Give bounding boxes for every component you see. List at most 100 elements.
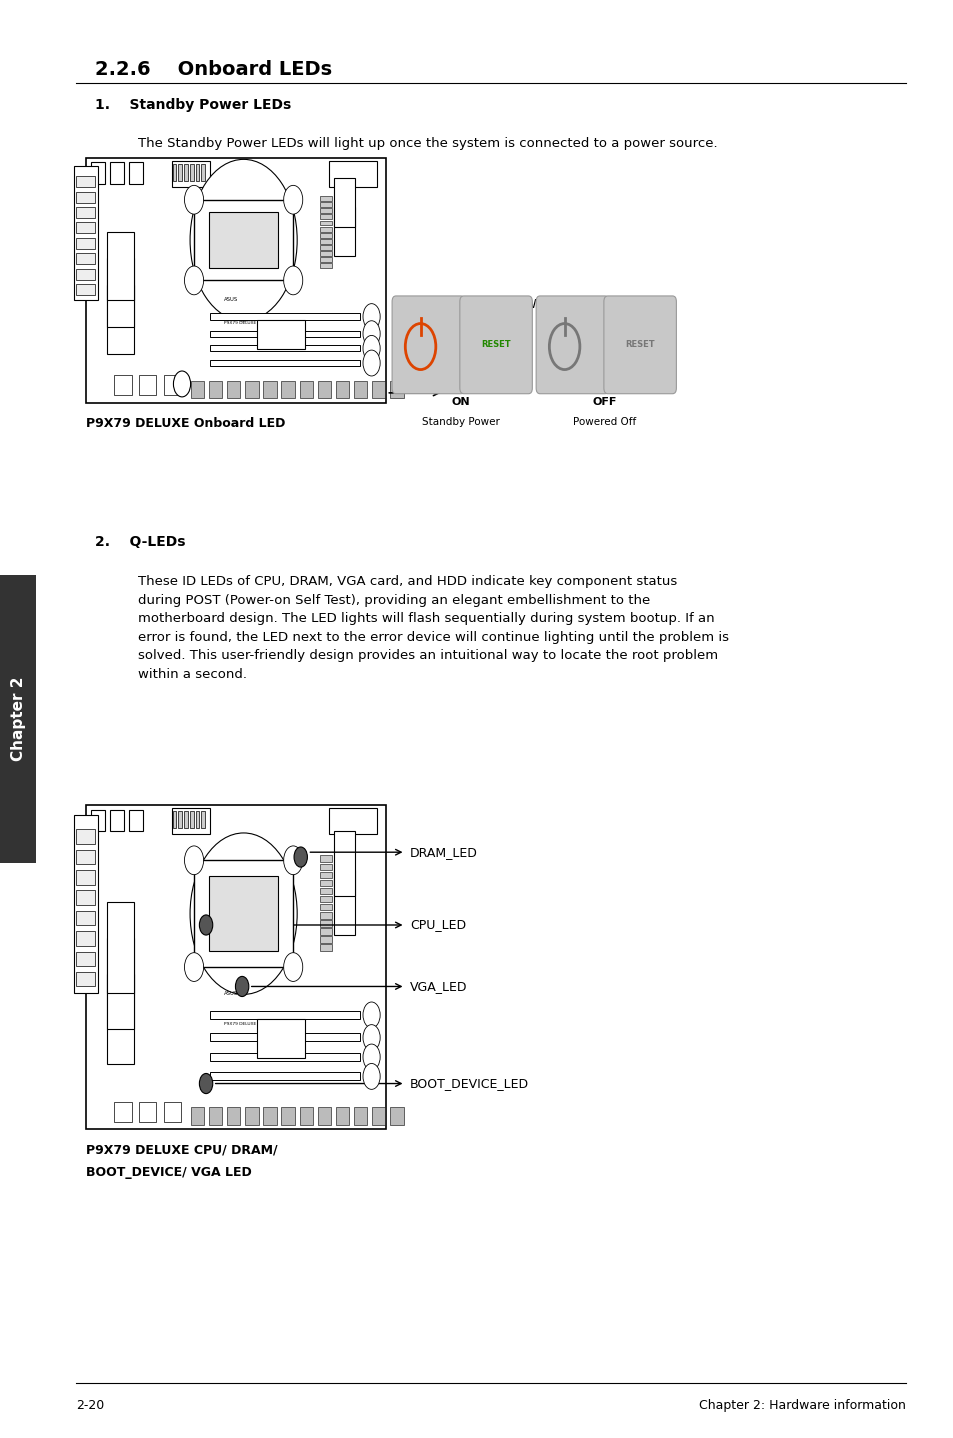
Bar: [227, 1107, 240, 1125]
Bar: [320, 905, 332, 910]
Bar: [184, 811, 188, 828]
Bar: [334, 831, 355, 896]
Circle shape: [283, 846, 302, 874]
Bar: [201, 811, 205, 828]
Bar: [320, 929, 332, 935]
Circle shape: [362, 321, 379, 347]
Bar: [76, 870, 95, 884]
Text: DRAM_LED: DRAM_LED: [410, 846, 477, 858]
Bar: [320, 263, 332, 267]
Bar: [320, 239, 332, 243]
FancyBboxPatch shape: [536, 296, 608, 394]
Bar: [76, 285, 95, 295]
Bar: [390, 381, 403, 398]
Bar: [334, 207, 355, 256]
Bar: [320, 887, 332, 894]
Bar: [320, 214, 332, 219]
Bar: [86, 158, 386, 403]
Text: BOOT_DEVICE/ VGA LED: BOOT_DEVICE/ VGA LED: [86, 1166, 252, 1179]
Bar: [320, 220, 332, 226]
Text: BOOT_DEVICE_LED: BOOT_DEVICE_LED: [410, 1077, 529, 1090]
Bar: [320, 257, 332, 262]
Bar: [320, 920, 332, 926]
Bar: [320, 896, 332, 903]
Bar: [320, 863, 332, 870]
Bar: [210, 1073, 360, 1080]
Bar: [320, 252, 332, 256]
Bar: [317, 1107, 331, 1125]
Bar: [320, 227, 332, 232]
Circle shape: [235, 976, 249, 997]
Bar: [320, 196, 332, 201]
Circle shape: [184, 952, 203, 981]
Bar: [76, 850, 95, 864]
Bar: [372, 381, 385, 398]
Bar: [76, 952, 95, 966]
Circle shape: [362, 349, 379, 375]
Bar: [335, 1107, 349, 1125]
Bar: [86, 805, 386, 1129]
Bar: [76, 191, 95, 203]
Bar: [76, 207, 95, 219]
Bar: [320, 871, 332, 879]
Text: ASUS: ASUS: [224, 991, 238, 995]
Bar: [210, 1053, 360, 1061]
Bar: [320, 233, 332, 237]
Circle shape: [362, 1002, 379, 1028]
Bar: [139, 375, 156, 395]
Bar: [193, 200, 293, 280]
Text: RESET: RESET: [624, 341, 655, 349]
Bar: [114, 375, 132, 395]
Bar: [107, 259, 133, 326]
Bar: [172, 161, 210, 187]
Circle shape: [184, 266, 203, 295]
Bar: [245, 1107, 258, 1125]
Bar: [76, 910, 95, 925]
Bar: [320, 203, 332, 207]
Bar: [263, 381, 276, 398]
Circle shape: [362, 1064, 379, 1090]
Circle shape: [283, 186, 302, 214]
Text: 2.    Q-LEDs: 2. Q-LEDs: [95, 535, 186, 549]
Bar: [178, 164, 182, 181]
Text: These ID LEDs of CPU, DRAM, VGA card, and HDD indicate key component status
duri: These ID LEDs of CPU, DRAM, VGA card, an…: [138, 575, 728, 680]
Bar: [320, 936, 332, 943]
Bar: [372, 1107, 385, 1125]
Bar: [76, 890, 95, 905]
Text: Chapter 2: Hardware information: Chapter 2: Hardware information: [699, 1399, 905, 1412]
Bar: [299, 1107, 313, 1125]
Bar: [245, 381, 258, 398]
Text: P9X79 DELUXE: P9X79 DELUXE: [224, 322, 256, 325]
Text: Chapter 2: Chapter 2: [10, 677, 26, 761]
Text: 2-20: 2-20: [76, 1399, 105, 1412]
Bar: [76, 972, 95, 986]
Bar: [76, 237, 95, 249]
Circle shape: [199, 915, 213, 935]
Circle shape: [184, 846, 203, 874]
Circle shape: [362, 303, 379, 329]
Bar: [172, 164, 176, 181]
Bar: [320, 856, 332, 861]
Bar: [390, 1107, 403, 1125]
Bar: [91, 810, 105, 831]
Circle shape: [173, 371, 191, 397]
Bar: [191, 381, 204, 398]
Bar: [195, 811, 199, 828]
Bar: [107, 232, 133, 301]
Text: Standby Power: Standby Power: [421, 417, 499, 427]
Bar: [227, 381, 240, 398]
Bar: [107, 974, 133, 1064]
Bar: [320, 880, 332, 886]
Bar: [91, 162, 105, 184]
Bar: [209, 1107, 222, 1125]
Bar: [210, 331, 360, 336]
Text: P9X79 DELUXE CPU/ DRAM/: P9X79 DELUXE CPU/ DRAM/: [86, 1143, 277, 1156]
Bar: [335, 381, 349, 398]
Bar: [172, 808, 210, 834]
Bar: [210, 345, 360, 351]
Text: RESET: RESET: [480, 341, 511, 349]
FancyBboxPatch shape: [392, 296, 464, 394]
Bar: [172, 811, 176, 828]
Bar: [76, 253, 95, 265]
Bar: [257, 319, 305, 349]
